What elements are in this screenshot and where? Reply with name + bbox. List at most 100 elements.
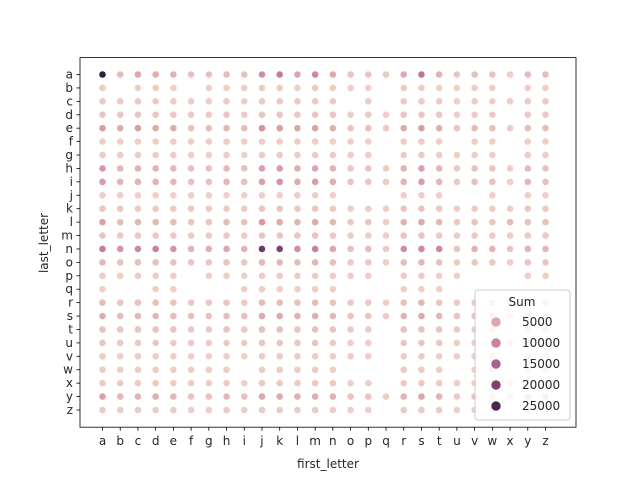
data-point <box>364 406 373 414</box>
data-point <box>187 70 195 79</box>
data-point <box>222 137 231 146</box>
data-point <box>293 97 302 106</box>
data-point <box>346 231 355 240</box>
data-point <box>169 204 178 213</box>
data-point <box>435 124 444 133</box>
data-point <box>399 258 408 267</box>
data-point <box>240 191 249 200</box>
y-tick-label: u <box>65 336 73 350</box>
data-point <box>399 97 408 106</box>
data-point <box>134 298 142 307</box>
data-point <box>169 177 178 186</box>
data-point <box>187 338 195 347</box>
data-point <box>116 218 125 227</box>
data-point <box>134 271 142 280</box>
data-point <box>151 285 160 294</box>
y-tick-label: q <box>65 282 73 296</box>
data-point <box>293 298 302 307</box>
data-point <box>541 245 550 253</box>
data-point <box>204 298 213 307</box>
data-point <box>346 137 355 146</box>
data-point <box>311 204 320 213</box>
data-point <box>364 110 373 119</box>
data-point <box>293 406 302 414</box>
y-tick-label: t <box>68 322 73 336</box>
data-point <box>258 352 266 361</box>
data-point <box>364 177 373 186</box>
data-point <box>328 231 337 240</box>
data-point <box>187 137 195 146</box>
data-point <box>134 151 142 159</box>
data-point <box>222 392 231 401</box>
data-point <box>364 338 373 347</box>
data-point <box>417 70 426 79</box>
data-point <box>258 231 266 240</box>
data-point <box>116 325 125 334</box>
x-tick-label: e <box>170 434 177 448</box>
data-point <box>399 298 408 307</box>
data-point <box>116 338 125 347</box>
data-point <box>311 110 320 119</box>
data-point <box>293 151 302 159</box>
data-point <box>399 84 408 92</box>
data-point <box>187 124 195 133</box>
data-point <box>151 97 160 106</box>
data-point <box>293 258 302 267</box>
data-point <box>116 191 125 200</box>
data-point <box>169 285 178 294</box>
data-point <box>399 312 408 320</box>
data-point <box>134 191 142 200</box>
data-point <box>488 177 497 186</box>
data-point <box>541 124 550 133</box>
x-tick-label: v <box>471 434 478 448</box>
data-point <box>169 298 178 307</box>
data-point <box>187 245 195 253</box>
data-point <box>470 177 479 186</box>
y-tick-label: e <box>66 121 73 135</box>
data-point <box>399 151 408 159</box>
data-point <box>382 204 390 213</box>
data-point <box>488 137 497 146</box>
data-point <box>134 365 142 374</box>
data-point <box>116 231 125 240</box>
data-point <box>328 298 337 307</box>
data-point <box>417 245 426 253</box>
data-point <box>417 285 426 294</box>
data-point <box>240 379 249 388</box>
data-point <box>98 231 107 240</box>
data-point <box>169 325 178 334</box>
y-tick-label: f <box>69 135 74 149</box>
data-point <box>116 271 125 280</box>
data-point <box>98 70 107 79</box>
legend-label: 25000 <box>522 399 560 413</box>
data-point <box>328 379 337 388</box>
x-tick-label: n <box>329 434 337 448</box>
data-point <box>311 70 320 79</box>
data-point <box>275 338 284 347</box>
data-point <box>169 84 178 92</box>
data-point <box>151 271 160 280</box>
data-point <box>417 365 426 374</box>
data-point <box>346 70 355 79</box>
data-point <box>222 231 231 240</box>
data-point <box>116 151 125 159</box>
data-point <box>134 352 142 361</box>
data-point <box>222 164 231 173</box>
data-point <box>435 151 444 159</box>
data-point <box>98 164 107 173</box>
data-point <box>364 245 373 253</box>
data-point <box>98 298 107 307</box>
data-point <box>399 204 408 213</box>
data-point <box>470 245 479 253</box>
x-tick-label: g <box>205 434 213 448</box>
data-point <box>169 110 178 119</box>
data-point <box>328 70 337 79</box>
data-point <box>187 365 195 374</box>
data-point <box>382 110 390 119</box>
data-point <box>470 164 479 173</box>
data-point <box>488 151 497 159</box>
data-point <box>328 392 337 401</box>
y-tick-label: k <box>66 202 73 216</box>
data-point <box>116 406 125 414</box>
